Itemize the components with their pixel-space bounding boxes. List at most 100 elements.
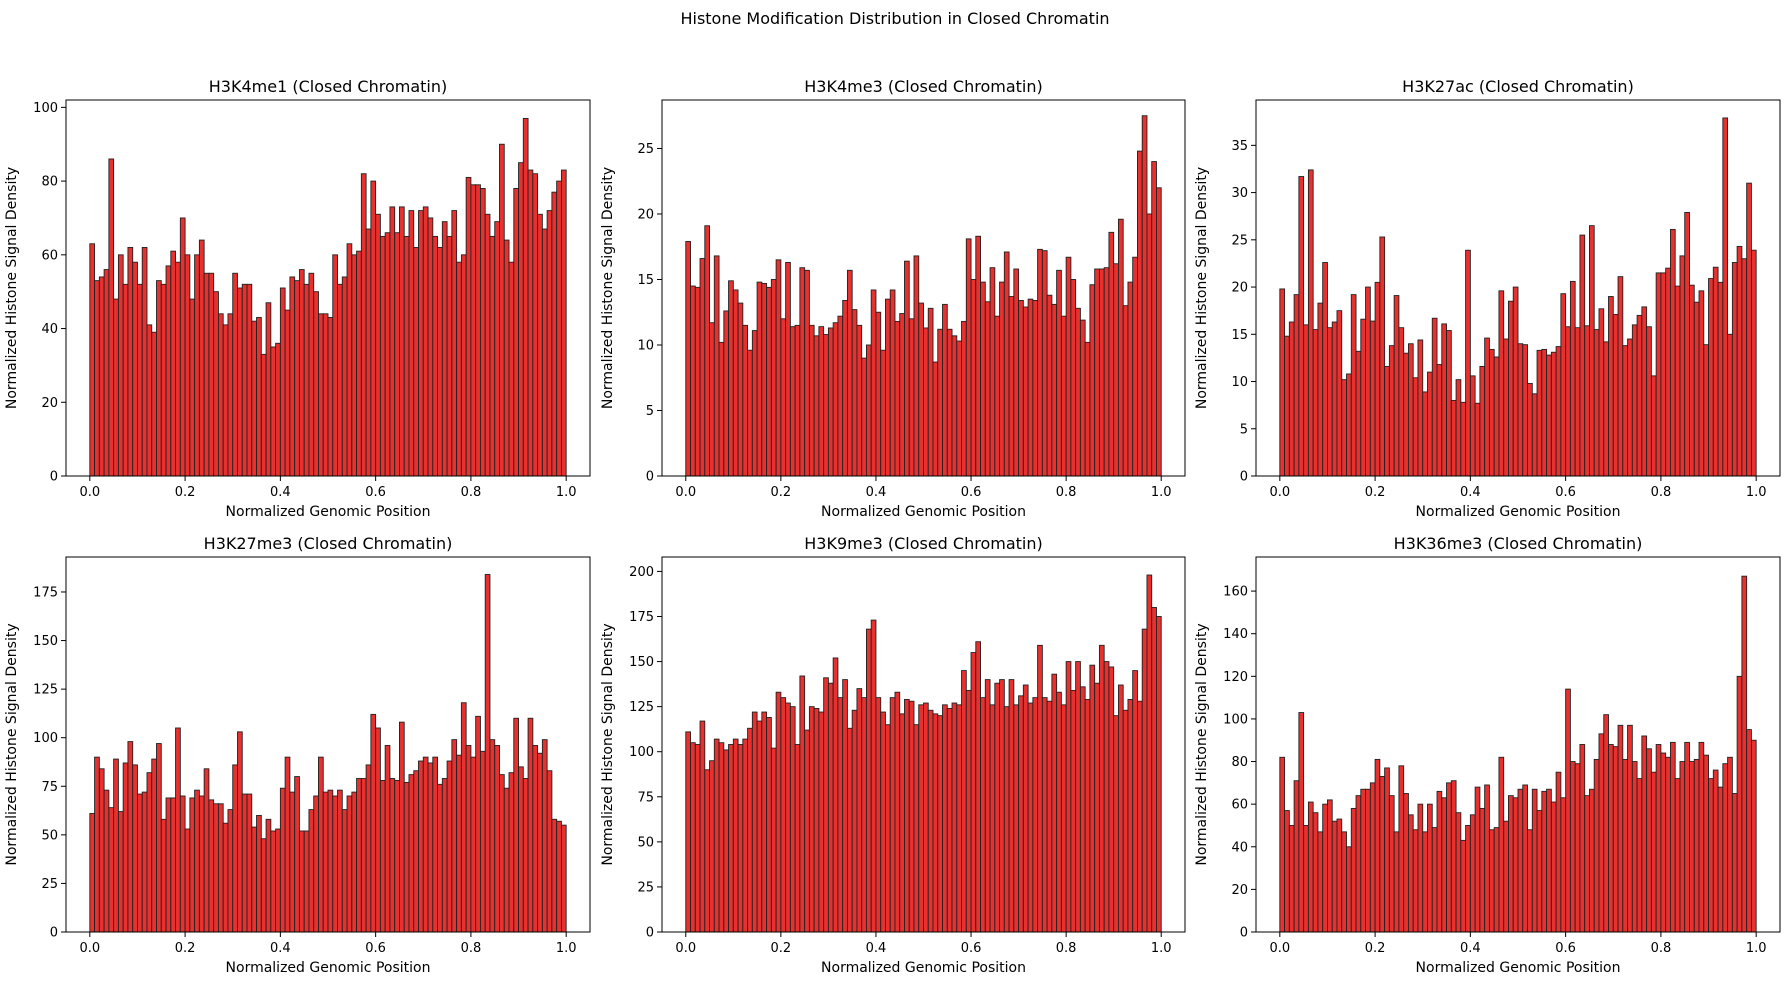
bar bbox=[1550, 801, 1557, 933]
bar bbox=[756, 720, 763, 933]
bar bbox=[351, 254, 358, 477]
bar bbox=[532, 173, 539, 477]
bar bbox=[151, 758, 157, 933]
bar bbox=[1579, 234, 1586, 477]
bar bbox=[360, 778, 367, 933]
bar bbox=[1598, 733, 1605, 933]
bar bbox=[475, 715, 481, 933]
x-tick-label: 0.6 bbox=[1555, 941, 1576, 956]
bar bbox=[518, 766, 524, 933]
bar bbox=[508, 261, 515, 477]
bar bbox=[475, 184, 481, 477]
bar bbox=[766, 286, 772, 477]
y-tick-label: 50 bbox=[41, 828, 58, 843]
bar bbox=[503, 787, 510, 933]
bar bbox=[704, 769, 710, 933]
bar bbox=[489, 739, 496, 933]
bar bbox=[742, 738, 749, 933]
x-tick-label: 0.2 bbox=[771, 485, 792, 500]
y-tick-label: 0 bbox=[1240, 470, 1248, 485]
bar bbox=[1331, 820, 1338, 933]
bar bbox=[694, 286, 701, 477]
bar bbox=[723, 749, 730, 933]
bar bbox=[1288, 321, 1295, 477]
bar bbox=[403, 235, 410, 477]
bar bbox=[1450, 399, 1457, 477]
bar bbox=[1736, 245, 1743, 477]
bar bbox=[113, 758, 119, 933]
bar bbox=[346, 795, 353, 933]
bar bbox=[265, 818, 272, 933]
bar bbox=[804, 269, 810, 477]
bar bbox=[341, 276, 348, 477]
bar bbox=[1622, 758, 1629, 933]
bar bbox=[1146, 574, 1153, 933]
y-tick-label: 0 bbox=[50, 470, 58, 485]
bar bbox=[1079, 686, 1086, 933]
bar bbox=[794, 744, 801, 933]
bar bbox=[1089, 284, 1096, 477]
bar bbox=[298, 830, 305, 933]
bar bbox=[270, 830, 277, 933]
bar bbox=[318, 313, 324, 477]
bar bbox=[904, 698, 910, 933]
y-tick-label: 20 bbox=[1231, 281, 1248, 296]
bar bbox=[1431, 827, 1438, 933]
bar bbox=[789, 706, 796, 933]
bar bbox=[494, 745, 500, 933]
bar bbox=[1132, 670, 1138, 933]
bar bbox=[747, 349, 753, 477]
bar bbox=[1636, 314, 1643, 477]
bar bbox=[994, 315, 1001, 477]
bar bbox=[170, 250, 177, 477]
bar bbox=[1417, 339, 1424, 477]
bar bbox=[837, 697, 844, 933]
bar bbox=[1488, 829, 1495, 933]
bar bbox=[989, 704, 996, 933]
bar bbox=[246, 283, 253, 477]
bars bbox=[1279, 575, 1757, 933]
y-tick-label: 150 bbox=[629, 655, 654, 670]
bar bbox=[527, 717, 534, 933]
bar bbox=[1531, 788, 1538, 933]
y-tick-label: 5 bbox=[646, 404, 654, 419]
bar bbox=[1279, 756, 1286, 933]
bar bbox=[346, 243, 353, 477]
x-tick-label: 0.6 bbox=[961, 941, 982, 956]
subplot-title: H3K27ac (Closed Chromatin) bbox=[1402, 77, 1634, 96]
bar bbox=[1565, 326, 1571, 477]
bar bbox=[98, 768, 105, 933]
bar bbox=[1369, 320, 1376, 477]
bar bbox=[1137, 700, 1143, 933]
bar bbox=[227, 313, 234, 477]
bar bbox=[904, 260, 910, 477]
bar bbox=[165, 797, 172, 933]
bar bbox=[970, 279, 977, 477]
x-tick-label: 0.0 bbox=[1269, 941, 1290, 956]
bar bbox=[1727, 756, 1733, 933]
bar bbox=[1293, 780, 1300, 933]
bar bbox=[861, 697, 867, 933]
bar bbox=[1070, 689, 1077, 933]
bar bbox=[1374, 758, 1381, 933]
bar bbox=[1593, 329, 1600, 477]
bar bbox=[1450, 780, 1457, 933]
bar bbox=[1013, 704, 1020, 933]
bar bbox=[156, 743, 162, 933]
y-tick-label: 60 bbox=[1231, 798, 1248, 813]
bar bbox=[1403, 352, 1409, 477]
y-tick-label: 100 bbox=[629, 745, 654, 760]
bar bbox=[699, 258, 706, 477]
x-tick-label: 1.0 bbox=[556, 485, 577, 500]
bar bbox=[265, 302, 272, 477]
bar bbox=[1327, 799, 1333, 933]
bar bbox=[1536, 810, 1543, 933]
bar bbox=[951, 335, 958, 477]
bar bbox=[256, 814, 262, 933]
bar bbox=[89, 243, 96, 477]
bar bbox=[1113, 263, 1119, 477]
bar bbox=[108, 807, 115, 933]
bar bbox=[541, 739, 548, 933]
bar bbox=[170, 797, 177, 933]
bar bbox=[770, 279, 777, 477]
